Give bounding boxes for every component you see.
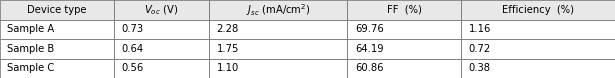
Text: FF  (%): FF (%)	[387, 5, 422, 15]
Bar	[347, 39, 461, 58]
Bar	[347, 20, 461, 39]
Text: 0.56: 0.56	[121, 63, 143, 73]
Bar	[114, 20, 209, 39]
Bar	[209, 58, 347, 78]
Bar	[0, 0, 114, 20]
Text: Sample B: Sample B	[7, 44, 55, 54]
Bar	[347, 58, 461, 78]
Bar	[461, 20, 615, 39]
Text: $V_{oc}$ (V): $V_{oc}$ (V)	[145, 3, 178, 17]
Text: Sample A: Sample A	[7, 24, 55, 34]
Text: 69.76: 69.76	[355, 24, 384, 34]
Text: 1.10: 1.10	[216, 63, 239, 73]
Text: 64.19: 64.19	[355, 44, 384, 54]
Bar	[347, 0, 461, 20]
Bar	[461, 58, 615, 78]
Text: 0.73: 0.73	[121, 24, 143, 34]
Bar	[461, 0, 615, 20]
Text: 2.28: 2.28	[216, 24, 239, 34]
Bar	[114, 58, 209, 78]
Text: 1.75: 1.75	[216, 44, 239, 54]
Text: 0.38: 0.38	[469, 63, 491, 73]
Bar	[114, 0, 209, 20]
Bar	[0, 58, 114, 78]
Bar	[0, 39, 114, 58]
Bar	[461, 39, 615, 58]
Text: Device type: Device type	[27, 5, 87, 15]
Text: Sample C: Sample C	[7, 63, 55, 73]
Text: 0.64: 0.64	[121, 44, 143, 54]
Bar	[209, 20, 347, 39]
Text: Efficiency  (%): Efficiency (%)	[502, 5, 574, 15]
Text: 60.86: 60.86	[355, 63, 383, 73]
Bar	[0, 20, 114, 39]
Text: $J_{sc}$ (mA/cm$^2$): $J_{sc}$ (mA/cm$^2$)	[246, 2, 311, 18]
Text: 1.16: 1.16	[469, 24, 491, 34]
Bar	[209, 39, 347, 58]
Bar	[114, 39, 209, 58]
Text: 0.72: 0.72	[469, 44, 491, 54]
Bar	[209, 0, 347, 20]
